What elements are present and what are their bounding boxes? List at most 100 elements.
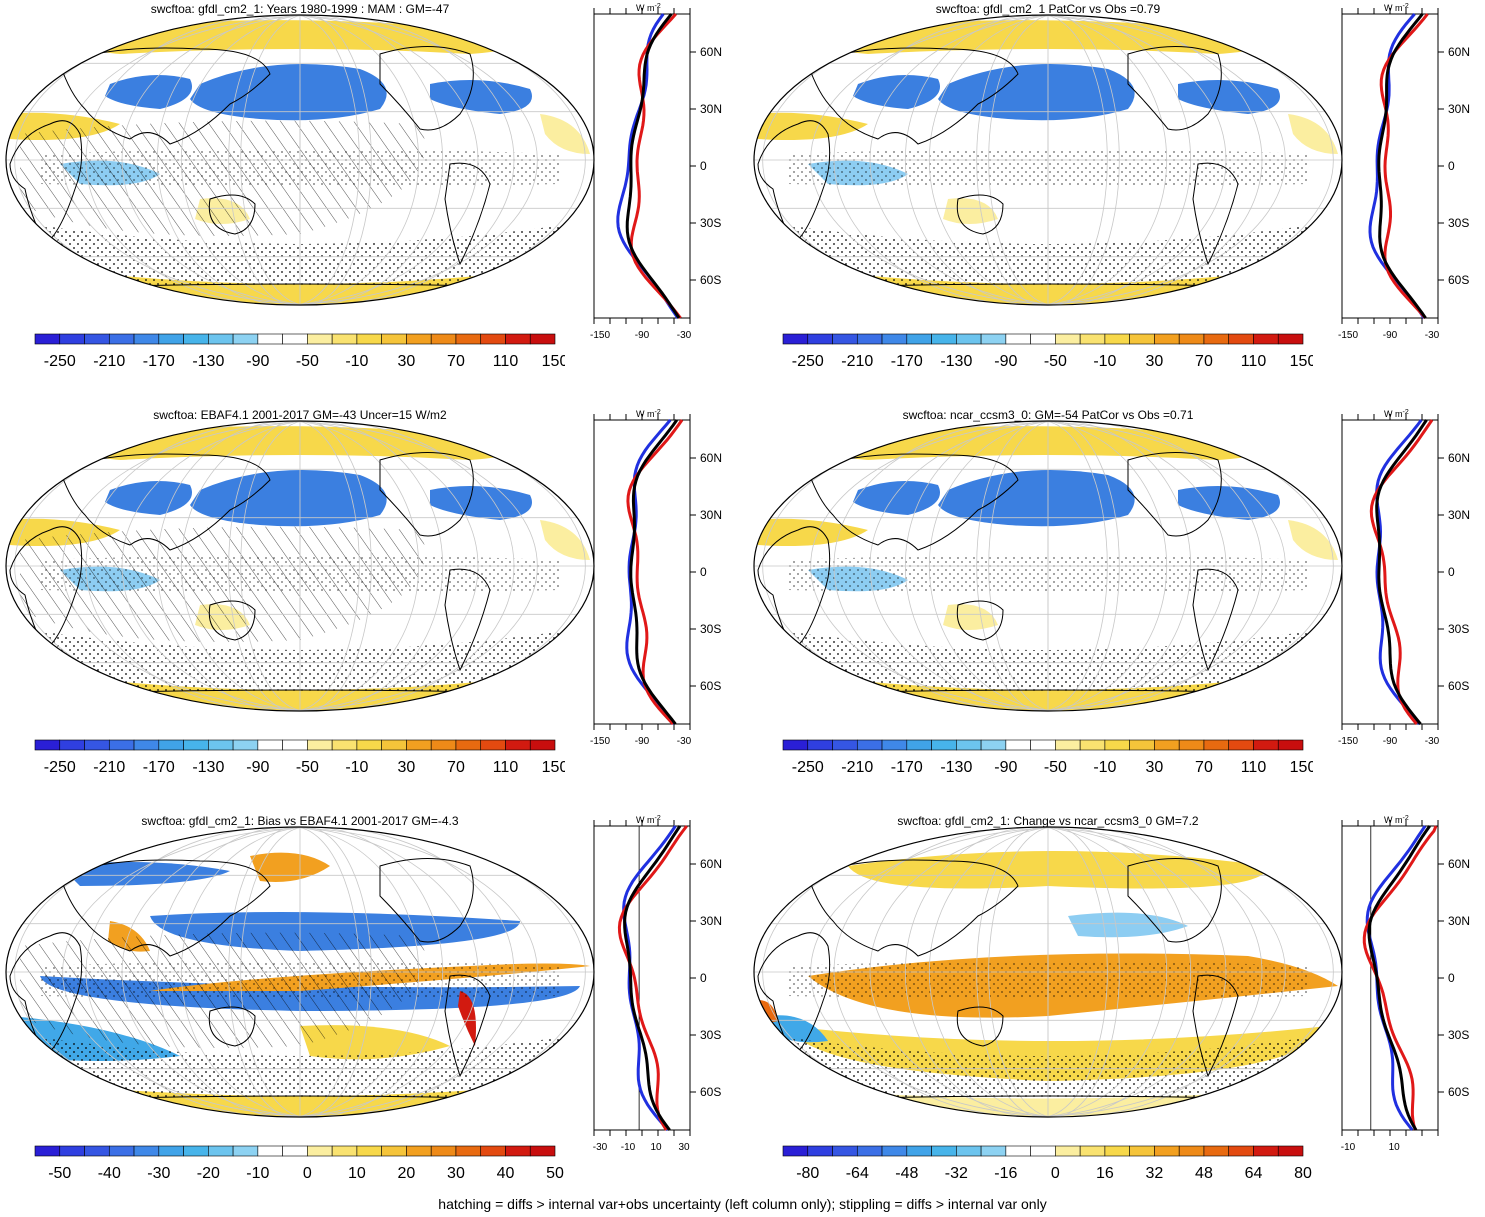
colorbar-label: 20	[398, 1165, 416, 1182]
colorbar-swatch	[857, 740, 882, 750]
latitude-label: 30N	[1448, 508, 1470, 522]
colorbar-label: -210	[93, 353, 125, 370]
profile-curve-model	[627, 420, 674, 724]
colorbar-swatch	[1204, 1146, 1229, 1156]
colorbar-swatch	[258, 1146, 283, 1156]
latitude-label: 30N	[700, 102, 722, 116]
colorbar-label: 70	[447, 759, 465, 776]
colorbar-swatch	[134, 1146, 159, 1156]
colorbar-swatch	[1130, 740, 1155, 750]
latitude-label: 30S	[700, 1028, 721, 1042]
colorbar-swatch	[505, 1146, 530, 1156]
colorbar-swatch	[783, 1146, 808, 1156]
colorbar-label: 30	[447, 1165, 465, 1182]
colorbar-swatch	[406, 334, 431, 344]
colorbar-swatch	[857, 334, 882, 344]
colorbar-label: -10	[345, 353, 368, 370]
profile-x-tick-label: -30	[677, 330, 692, 341]
colorbar-swatch	[258, 740, 283, 750]
colorbar-label: 50	[546, 1165, 564, 1182]
colorbar-swatch	[956, 1146, 981, 1156]
profile-x-tick-label: -30	[1425, 736, 1440, 747]
colorbar-swatch	[1179, 740, 1204, 750]
profile-curve-ref	[625, 826, 680, 1130]
profile-x-tick-label: -10	[621, 1142, 636, 1153]
latitude-label: 30N	[1448, 914, 1470, 928]
colorbar-swatch	[907, 334, 932, 344]
colorbar-swatch	[981, 740, 1006, 750]
colorbar-swatch	[134, 334, 159, 344]
colorbar-label: 30	[398, 759, 416, 776]
colorbar-swatch	[406, 1146, 431, 1156]
colorbar-swatch	[60, 740, 85, 750]
colorbar-swatch	[530, 740, 555, 750]
colorbar-label: -90	[994, 759, 1017, 776]
map	[748, 420, 1348, 720]
colorbar-swatch	[1229, 334, 1254, 344]
colorbar-swatch	[456, 740, 481, 750]
colorbar-swatch	[1253, 1146, 1278, 1156]
latitude-label: 0	[1448, 159, 1455, 173]
colorbar-swatch	[332, 1146, 357, 1156]
colorbar-swatch	[332, 740, 357, 750]
colorbar-swatch	[283, 1146, 308, 1156]
panel-p1: swcftoa: gfdl_cm2_1: Years 1980-1999 : M…	[0, 0, 740, 405]
profile-x-tick-label: -30	[677, 736, 692, 747]
colorbar-swatch	[159, 740, 184, 750]
profile-unit: W m-2	[636, 409, 661, 419]
colorbar-swatch	[134, 740, 159, 750]
colorbar-swatch	[159, 334, 184, 344]
colorbar-swatch	[357, 740, 382, 750]
colorbar-swatch	[505, 740, 530, 750]
profile-x-tick-label: 10	[1389, 1142, 1401, 1153]
colorbar-swatch	[307, 334, 332, 344]
latitude-label: 60S	[1448, 679, 1469, 693]
colorbar-swatch	[1031, 1146, 1056, 1156]
colorbar-swatch	[857, 1146, 882, 1156]
colorbar-label: -64	[846, 1165, 869, 1182]
latitude-label: 60S	[1448, 273, 1469, 287]
colorbar-label: 150	[542, 353, 565, 370]
colorbar-swatch	[283, 740, 308, 750]
colorbar-label: -210	[93, 759, 125, 776]
colorbar-swatch	[833, 740, 858, 750]
colorbar-swatch	[956, 334, 981, 344]
colorbar-swatch	[208, 1146, 233, 1156]
profile-curve-ref	[1369, 826, 1430, 1130]
colorbar-label: -170	[891, 353, 923, 370]
colorbar-swatch	[307, 1146, 332, 1156]
colorbar-label: -16	[994, 1165, 1017, 1182]
colorbar-swatch	[1278, 334, 1303, 344]
profile-curve-obs	[1381, 14, 1427, 318]
colorbar-swatch	[1253, 740, 1278, 750]
colorbar-swatch	[783, 740, 808, 750]
colorbar-label: -32	[945, 1165, 968, 1182]
colorbar-swatch	[85, 334, 110, 344]
colorbar-label: -50	[296, 759, 319, 776]
profile-x-tick-label: -10	[1341, 1142, 1356, 1153]
colorbar-swatch	[1055, 1146, 1080, 1156]
colorbar-swatch	[85, 740, 110, 750]
colorbar-label: -90	[246, 759, 269, 776]
colorbar-swatch	[208, 334, 233, 344]
colorbar-label: -90	[246, 353, 269, 370]
colorbar-label: 40	[497, 1165, 515, 1182]
profile-unit: W m-2	[1384, 815, 1409, 825]
colorbar-swatch	[1229, 740, 1254, 750]
map	[748, 14, 1348, 314]
colorbar-swatch	[481, 1146, 506, 1156]
latitude-label: 30N	[700, 508, 722, 522]
colorbar-swatch	[1080, 334, 1105, 344]
colorbar-label: 110	[493, 353, 519, 370]
colorbar-swatch	[35, 740, 60, 750]
colorbar-label: 110	[1241, 759, 1267, 776]
colorbar-swatch	[932, 334, 957, 344]
latitude-label: 0	[700, 565, 707, 579]
colorbar-swatch	[981, 1146, 1006, 1156]
colorbar-swatch	[456, 1146, 481, 1156]
